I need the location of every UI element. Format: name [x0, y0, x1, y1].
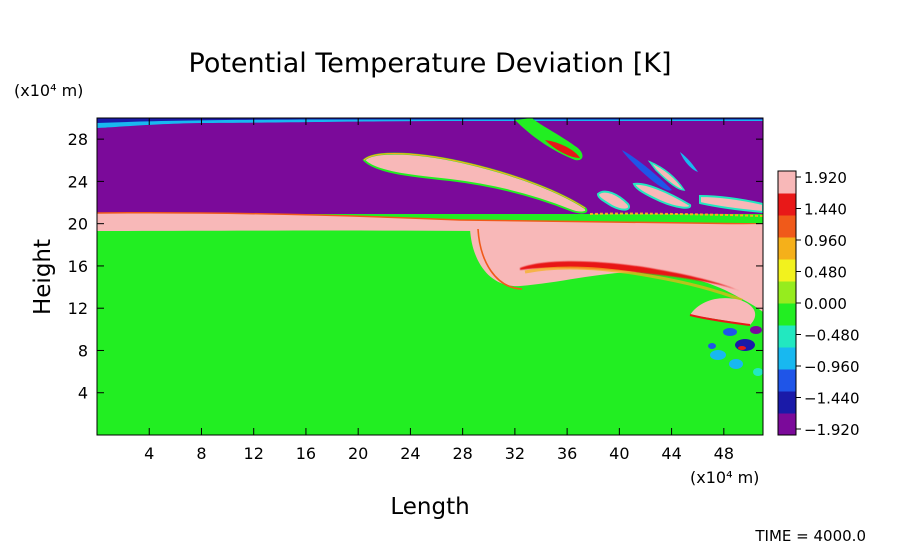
x-tick-label: 48 [714, 444, 734, 463]
colorbar-labels: 1.920 1.440 0.960 0.480 0.000 −0.480 −0.960 −1.… [796, 169, 860, 439]
tropopause-edge [97, 212, 763, 225]
colorbar-swatch [778, 237, 796, 260]
right-warm-lobe [690, 298, 756, 325]
colorbar-tick-label: 0.960 [804, 232, 847, 250]
x-unit-label: (x10⁴ m) [690, 468, 759, 487]
colorbar-swatch [778, 347, 796, 370]
warm-ridge-glow [524, 266, 743, 302]
x-tick-label: 4 [144, 444, 154, 463]
right-warm-lobe-edge [689, 314, 751, 326]
warm-ridge [520, 261, 742, 292]
y-tick-label: 24 [68, 172, 88, 191]
y-tick-label: 16 [68, 257, 88, 276]
x-tick-label: 28 [452, 444, 472, 463]
y-tick-label: 8 [78, 341, 88, 360]
x-axis-label: Length [390, 494, 469, 520]
time-label: TIME = 4000.0 [754, 527, 866, 544]
colorbar-tick-label: −0.960 [804, 358, 860, 376]
colorbar-tick-label: −1.920 [804, 421, 860, 439]
colorbar-swatch [778, 369, 796, 392]
y-tick-label: 4 [78, 384, 88, 403]
y-tick-label: 20 [68, 215, 88, 234]
colorbar-tick-label: 0.000 [804, 295, 847, 313]
x-tick-label: 40 [609, 444, 629, 463]
x-tick-label: 24 [400, 444, 420, 463]
x-tick-label: 44 [661, 444, 681, 463]
y-axis: 4 8 12 16 20 24 28 [68, 130, 763, 403]
top-boundary-band-inner [97, 118, 763, 123]
colorbar [777, 170, 797, 436]
y-unit-label: (x10⁴ m) [14, 81, 83, 100]
x-tick-label: 12 [244, 444, 264, 463]
colorbar-swatch [778, 281, 796, 304]
warm-plume-edge [477, 228, 523, 290]
colorbar-swatch [778, 171, 796, 194]
x-tick-label: 36 [557, 444, 577, 463]
plot-frame [96, 117, 764, 436]
y-axis-label: Height [30, 239, 56, 315]
colorbar-tick-label: −0.480 [804, 327, 860, 345]
x-tick-label: 16 [296, 444, 316, 463]
x-tick-label: 20 [348, 444, 368, 463]
x-tick-label: 32 [505, 444, 525, 463]
colorbar-swatch [778, 413, 796, 436]
colorbar-swatch [778, 193, 796, 216]
colorbar-tick-label: −1.440 [804, 390, 860, 408]
y-tick-label: 12 [68, 299, 88, 318]
colorbar-swatch [778, 303, 796, 326]
chart-title: Potential Temperature Deviation [K] [189, 48, 672, 79]
top-boundary-band [97, 118, 763, 128]
colorbar-swatch [778, 259, 796, 282]
y-tick-label: 28 [68, 130, 88, 149]
x-axis: 4 8 12 16 20 24 28 32 36 40 44 48 [144, 118, 734, 463]
colorbar-tick-label: 1.920 [804, 169, 847, 187]
plot-area [97, 118, 763, 435]
colorbar-tick-label: 1.440 [804, 201, 847, 219]
colorbar-swatch [778, 391, 796, 414]
cold-eddies [708, 326, 763, 376]
colorbar-swatch [778, 325, 796, 348]
x-tick-label: 8 [196, 444, 206, 463]
upper-wave-lobes [362, 118, 763, 217]
colorbar-tick-label: 0.480 [804, 264, 847, 282]
colorbar-swatch [778, 215, 796, 238]
